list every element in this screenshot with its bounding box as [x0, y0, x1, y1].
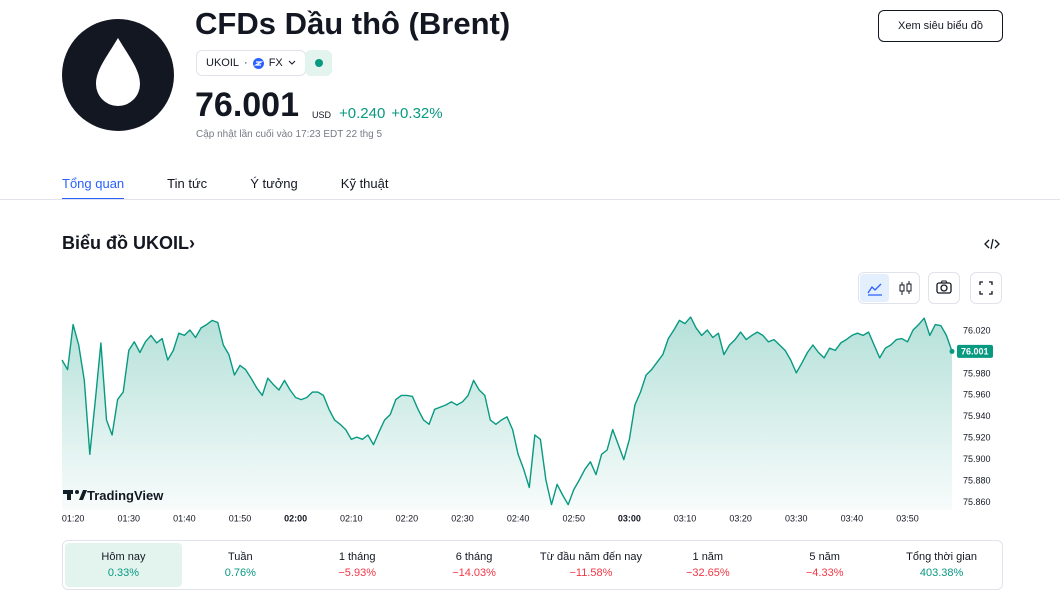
x-tick-label: 02:50 [562, 513, 585, 523]
y-tick-label: 76.020 [963, 325, 991, 335]
tabs: Tổng quan Tin tức Ý tưởng Kỹ thuật [62, 176, 431, 200]
y-tick-label: 75.880 [963, 475, 991, 485]
period-value: −5.93% [338, 567, 376, 579]
embed-icon[interactable] [984, 237, 1000, 251]
performance-cell[interactable]: Tổng thời gian 403.38% [883, 543, 1000, 587]
logo-drop [96, 38, 140, 106]
camera-icon [936, 280, 952, 294]
updated: Cập nhật lần cuối vào 17:23 EDT 22 thg 5 [196, 129, 383, 140]
x-tick-label: 02:00 [284, 513, 307, 523]
market-status[interactable] [305, 50, 332, 76]
exchange: FX [268, 57, 283, 69]
y-tick-label: 75.960 [963, 390, 991, 400]
period-label: Tổng thời gian [906, 551, 977, 563]
change-pct: +0.32% [391, 105, 443, 122]
period-value: −14.03% [452, 567, 496, 579]
period-label: 6 tháng [455, 551, 493, 563]
period-value: −4.33% [805, 567, 844, 579]
performance-cell[interactable]: 1 tháng −5.93% [299, 543, 416, 587]
y-tick-label: 75.980 [963, 368, 991, 378]
period-label: 1 tháng [338, 551, 376, 563]
period-label: Từ đầu năm đến nay [539, 551, 643, 563]
change: +0.240 +0.32% [339, 105, 443, 122]
y-tick-label: 75.940 [963, 411, 991, 421]
performance-cell[interactable]: Từ đầu năm đến nay −11.58% [533, 543, 650, 587]
currency: USD [312, 110, 332, 120]
y-tick-label: 75.920 [963, 433, 991, 443]
x-tick-label: 02:10 [340, 513, 363, 523]
period-label: Tuần [227, 551, 253, 563]
performance-cell[interactable]: 6 tháng −14.03% [416, 543, 533, 587]
tab[interactable]: Tin tức [167, 176, 208, 191]
x-tick-label: 03:10 [674, 513, 697, 523]
last-price-label: 76.001 [961, 346, 989, 356]
period-value: −11.58% [569, 567, 613, 579]
y-tick-label: 75.900 [963, 454, 991, 464]
period-label: 1 năm [692, 551, 724, 563]
fullscreen-icon [979, 281, 993, 295]
price: 76.001 [195, 86, 299, 124]
exchange-icon [252, 57, 264, 69]
performance-cell[interactable]: Tuần 0.76% [182, 543, 299, 587]
divider [0, 199, 1060, 200]
performance-cell[interactable]: 1 năm −32.65% [649, 543, 766, 587]
symbol-pill[interactable]: UKOIL · FX [196, 50, 306, 76]
area-fill [62, 317, 952, 510]
period-value: 403.38% [919, 567, 964, 579]
x-tick-label: 02:40 [507, 513, 530, 523]
period-value: 0.33% [107, 567, 140, 579]
period-label: 5 năm [809, 551, 840, 563]
x-tick-label: 01:40 [173, 513, 196, 523]
period-label: Hôm nay [101, 551, 146, 563]
separator: · [244, 57, 248, 69]
last-price-badge [957, 344, 993, 358]
y-tick-label: 75.860 [963, 497, 991, 507]
watermark: TradingView [87, 488, 164, 503]
price-line [61, 316, 953, 506]
period-value: −32.65% [685, 567, 730, 579]
tab[interactable]: Ý tưởng [250, 176, 298, 191]
x-tick-label: 02:30 [451, 513, 474, 523]
candle-button[interactable] [891, 274, 920, 302]
chevron [288, 60, 296, 65]
tab[interactable]: Tổng quan [62, 176, 125, 200]
performance-cell[interactable]: Hôm nay 0.33% [65, 543, 182, 587]
tab[interactable]: Kỹ thuật [340, 176, 389, 191]
last-point [949, 348, 955, 354]
x-tick-label: 03:40 [841, 513, 864, 523]
change-abs: +0.240 [339, 105, 386, 122]
x-tick-label: 03:20 [729, 513, 752, 523]
x-tick-label: 01:50 [229, 513, 252, 523]
section-title[interactable]: Biểu đồ UKOIL› [62, 233, 195, 253]
area-icon [867, 283, 882, 296]
snapshot-button[interactable] [928, 272, 960, 304]
title: CFDs Dầu thô (Brent) [195, 6, 511, 41]
area-button[interactable] [860, 274, 889, 302]
performance: Hôm nay 0.33% Tuần 0.76% 1 tháng −5.93% 6 thán… [62, 540, 1003, 590]
symbol: UKOIL [206, 57, 240, 69]
x-tick-label: 03:00 [618, 513, 641, 523]
period-value: 0.76% [224, 567, 256, 579]
x-tick-label: 01:30 [117, 513, 140, 523]
x-tick-label: 01:20 [62, 513, 85, 523]
fullscreen-button[interactable] [970, 272, 1002, 304]
supercharts-button[interactable]: Xem siêu biểu đồ [878, 10, 1003, 42]
performance-cell[interactable]: 5 năm −4.33% [766, 543, 883, 587]
x-tick-label: 02:20 [396, 513, 419, 523]
x-tick-label: 03:30 [785, 513, 808, 523]
x-tick-label: 03:50 [896, 513, 919, 523]
chart-type-group [858, 272, 920, 304]
